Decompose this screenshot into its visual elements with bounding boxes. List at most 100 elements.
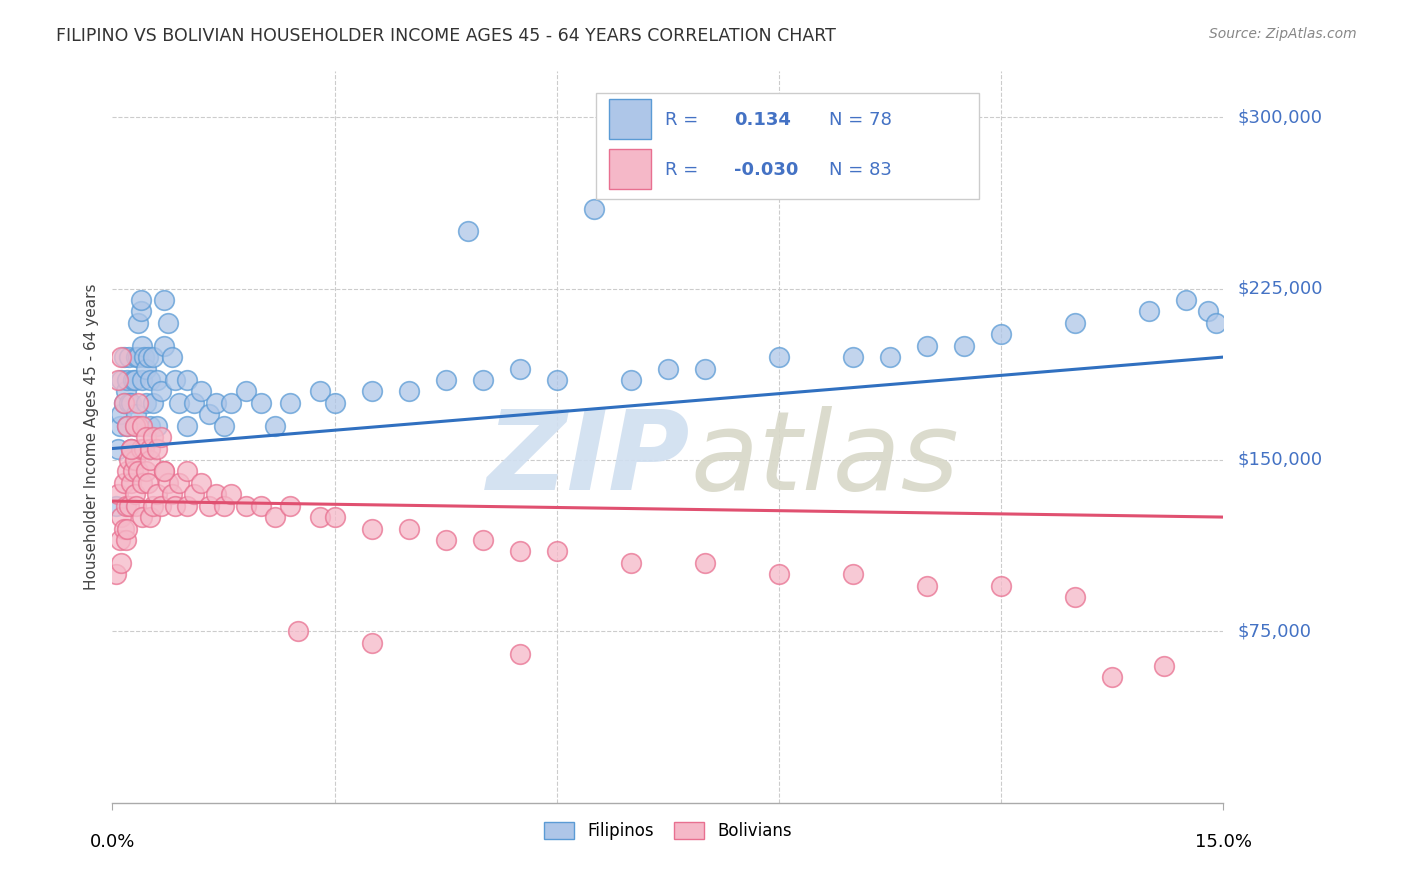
Point	[176, 499, 198, 513]
FancyBboxPatch shape	[609, 149, 651, 189]
Point	[434, 533, 457, 547]
Point	[768, 350, 790, 364]
Point	[124, 487, 146, 501]
Point	[142, 350, 165, 364]
Point	[167, 475, 190, 490]
Point	[138, 442, 160, 456]
Point	[167, 396, 190, 410]
Point	[107, 442, 129, 456]
Point	[135, 464, 157, 478]
Point	[110, 510, 132, 524]
Point	[323, 396, 346, 410]
Text: R =: R =	[665, 111, 697, 128]
Point	[105, 499, 128, 513]
Text: -0.030: -0.030	[734, 161, 799, 178]
Point	[117, 464, 139, 478]
Point	[107, 373, 129, 387]
Point	[249, 499, 271, 513]
Point	[471, 373, 494, 387]
Point	[153, 293, 176, 307]
Point	[153, 464, 176, 478]
Point	[149, 430, 172, 444]
Point	[157, 316, 180, 330]
Point	[1205, 316, 1227, 330]
Point	[108, 418, 131, 433]
Point	[990, 327, 1012, 342]
Point	[112, 396, 135, 410]
Text: $225,000: $225,000	[1237, 279, 1323, 298]
Point	[110, 350, 132, 364]
Point	[124, 418, 146, 433]
Point	[323, 510, 346, 524]
Point	[509, 361, 531, 376]
Point	[120, 475, 142, 490]
Point	[118, 499, 141, 513]
Point	[157, 475, 180, 490]
Point	[160, 487, 183, 501]
Point	[117, 373, 139, 387]
Point	[118, 396, 141, 410]
Point	[1101, 670, 1123, 684]
Point	[546, 373, 568, 387]
Point	[117, 521, 139, 535]
Point	[197, 407, 219, 421]
Point	[1153, 658, 1175, 673]
Point	[264, 510, 287, 524]
Point	[620, 373, 643, 387]
Point	[546, 544, 568, 558]
Point	[768, 567, 790, 582]
Point	[110, 556, 132, 570]
Point	[136, 475, 159, 490]
Point	[124, 373, 146, 387]
Point	[118, 453, 141, 467]
Point	[953, 338, 976, 352]
Point	[219, 396, 242, 410]
Point	[120, 442, 142, 456]
Point	[131, 510, 153, 524]
Point	[131, 373, 153, 387]
Point	[1064, 590, 1087, 604]
Point	[127, 464, 149, 478]
Legend: Filipinos, Bolivians: Filipinos, Bolivians	[537, 815, 799, 847]
Point	[114, 533, 136, 547]
Point	[131, 475, 153, 490]
Point	[112, 475, 135, 490]
Point	[132, 350, 155, 364]
Point	[1137, 304, 1160, 318]
Point	[127, 316, 149, 330]
Point	[153, 338, 176, 352]
Point	[183, 396, 205, 410]
Point	[205, 396, 228, 410]
Point	[136, 350, 159, 364]
Point	[127, 396, 149, 410]
Point	[264, 418, 287, 433]
Text: FILIPINO VS BOLIVIAN HOUSEHOLDER INCOME AGES 45 - 64 YEARS CORRELATION CHART: FILIPINO VS BOLIVIAN HOUSEHOLDER INCOME …	[56, 27, 837, 45]
Point	[120, 396, 142, 410]
Point	[112, 350, 135, 364]
Point	[120, 442, 142, 456]
Point	[278, 396, 301, 410]
Point	[124, 453, 146, 467]
Point	[842, 350, 865, 364]
Point	[990, 579, 1012, 593]
Point	[114, 499, 136, 513]
Point	[138, 373, 160, 387]
Point	[235, 499, 257, 513]
Point	[360, 384, 382, 399]
Text: ZIP: ZIP	[486, 406, 690, 513]
Point	[118, 350, 141, 364]
Text: 0.134: 0.134	[734, 111, 792, 128]
Point	[108, 533, 131, 547]
Point	[110, 407, 132, 421]
Point	[122, 373, 145, 387]
Point	[620, 556, 643, 570]
Point	[308, 384, 330, 399]
Point	[105, 567, 128, 582]
Point	[142, 499, 165, 513]
Text: $150,000: $150,000	[1237, 451, 1322, 469]
Point	[434, 373, 457, 387]
Point	[122, 464, 145, 478]
Point	[915, 579, 938, 593]
Text: Source: ZipAtlas.com: Source: ZipAtlas.com	[1209, 27, 1357, 41]
Point	[125, 350, 148, 364]
